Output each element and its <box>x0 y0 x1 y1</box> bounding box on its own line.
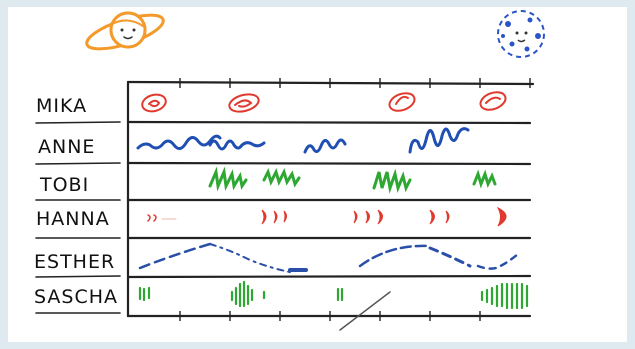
label-separators <box>35 121 121 314</box>
label-sascha: SASCHA <box>34 286 118 308</box>
esther-track <box>138 242 520 273</box>
label-mika: MIKA <box>36 95 87 117</box>
label-esther: ESTHER <box>34 251 115 273</box>
label-hanna: HANNA <box>36 208 110 230</box>
playhead-mark <box>339 291 391 331</box>
sascha-track <box>138 280 529 310</box>
hanna-track <box>147 206 507 227</box>
tobi-track <box>208 166 497 194</box>
mika-track <box>141 91 507 113</box>
anne-track <box>136 127 470 154</box>
drawing-card <box>8 7 627 342</box>
planet-icon <box>85 11 165 51</box>
moon-icon <box>497 10 545 58</box>
grid-frame <box>126 80 535 318</box>
tick-marks <box>179 78 531 321</box>
label-tobi: TOBI <box>39 174 89 196</box>
label-anne: ANNE <box>38 136 95 158</box>
